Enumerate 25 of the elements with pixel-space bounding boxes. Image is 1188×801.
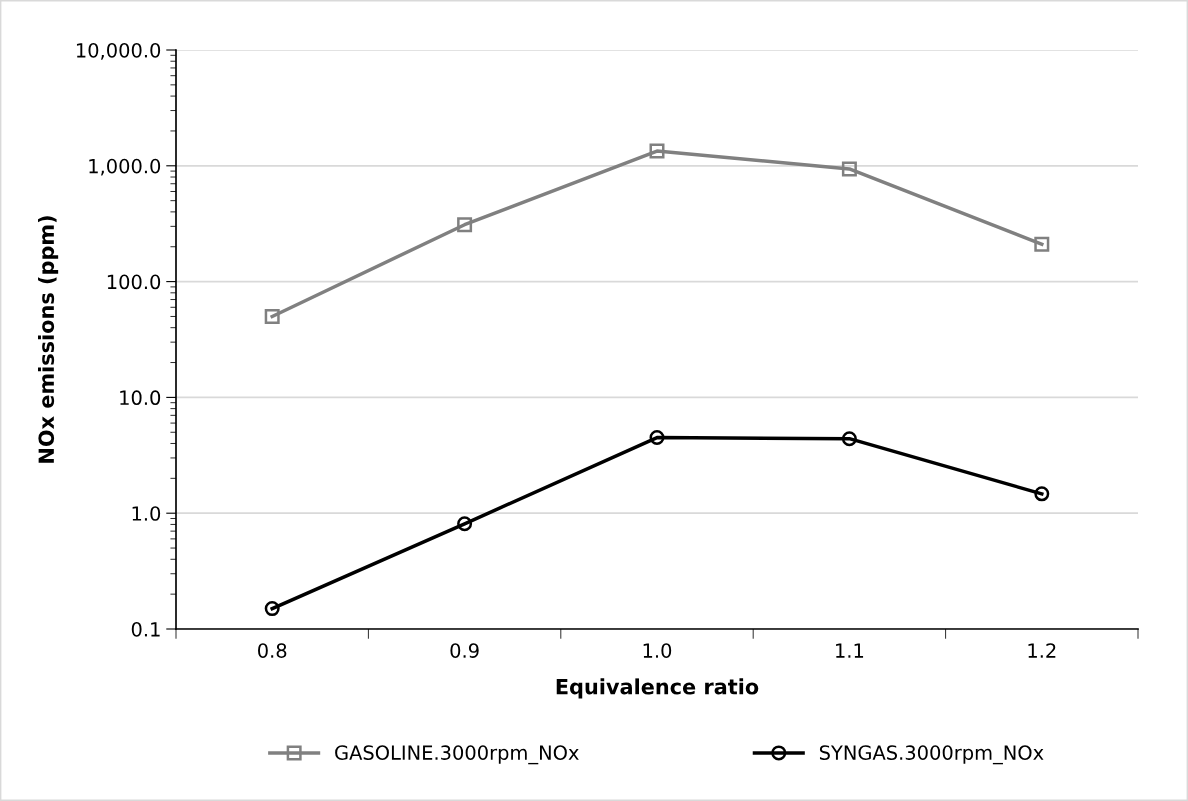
y-tick-label: 100.0 [107, 274, 161, 290]
y-tick-label: 0.1 [131, 621, 160, 637]
x-tick-label: 0.9 [450, 643, 479, 658]
y-tick-label: 1.0 [132, 506, 161, 521]
y-tick-label: 10,000.0 [76, 42, 161, 60]
point [264, 308, 280, 324]
legend-label: SYNGAS.3000rpm_NOx [819, 745, 1044, 765]
x-tick-label: 1.2 [1028, 643, 1056, 658]
point [1034, 236, 1050, 252]
point [649, 143, 665, 159]
x-tick-label: 0.8 [258, 643, 287, 658]
point [264, 601, 280, 617]
point [457, 217, 473, 233]
point [649, 430, 665, 446]
x-axis-title: Equivalence ratio [556, 678, 759, 699]
point [457, 516, 473, 532]
x-tick-label: 1.0 [643, 643, 672, 658]
point [841, 161, 857, 177]
y-tick-label: 10.0 [120, 390, 161, 406]
y-axis-title: NOx emissions (ppm) [38, 216, 59, 463]
legend-label: GASOLINE.3000rpm_NOx [335, 745, 579, 765]
point [841, 431, 857, 447]
y-tick-label: 1,000.0 [89, 158, 161, 176]
x-tick-label: 1.1 [836, 643, 864, 658]
point [1034, 486, 1050, 502]
